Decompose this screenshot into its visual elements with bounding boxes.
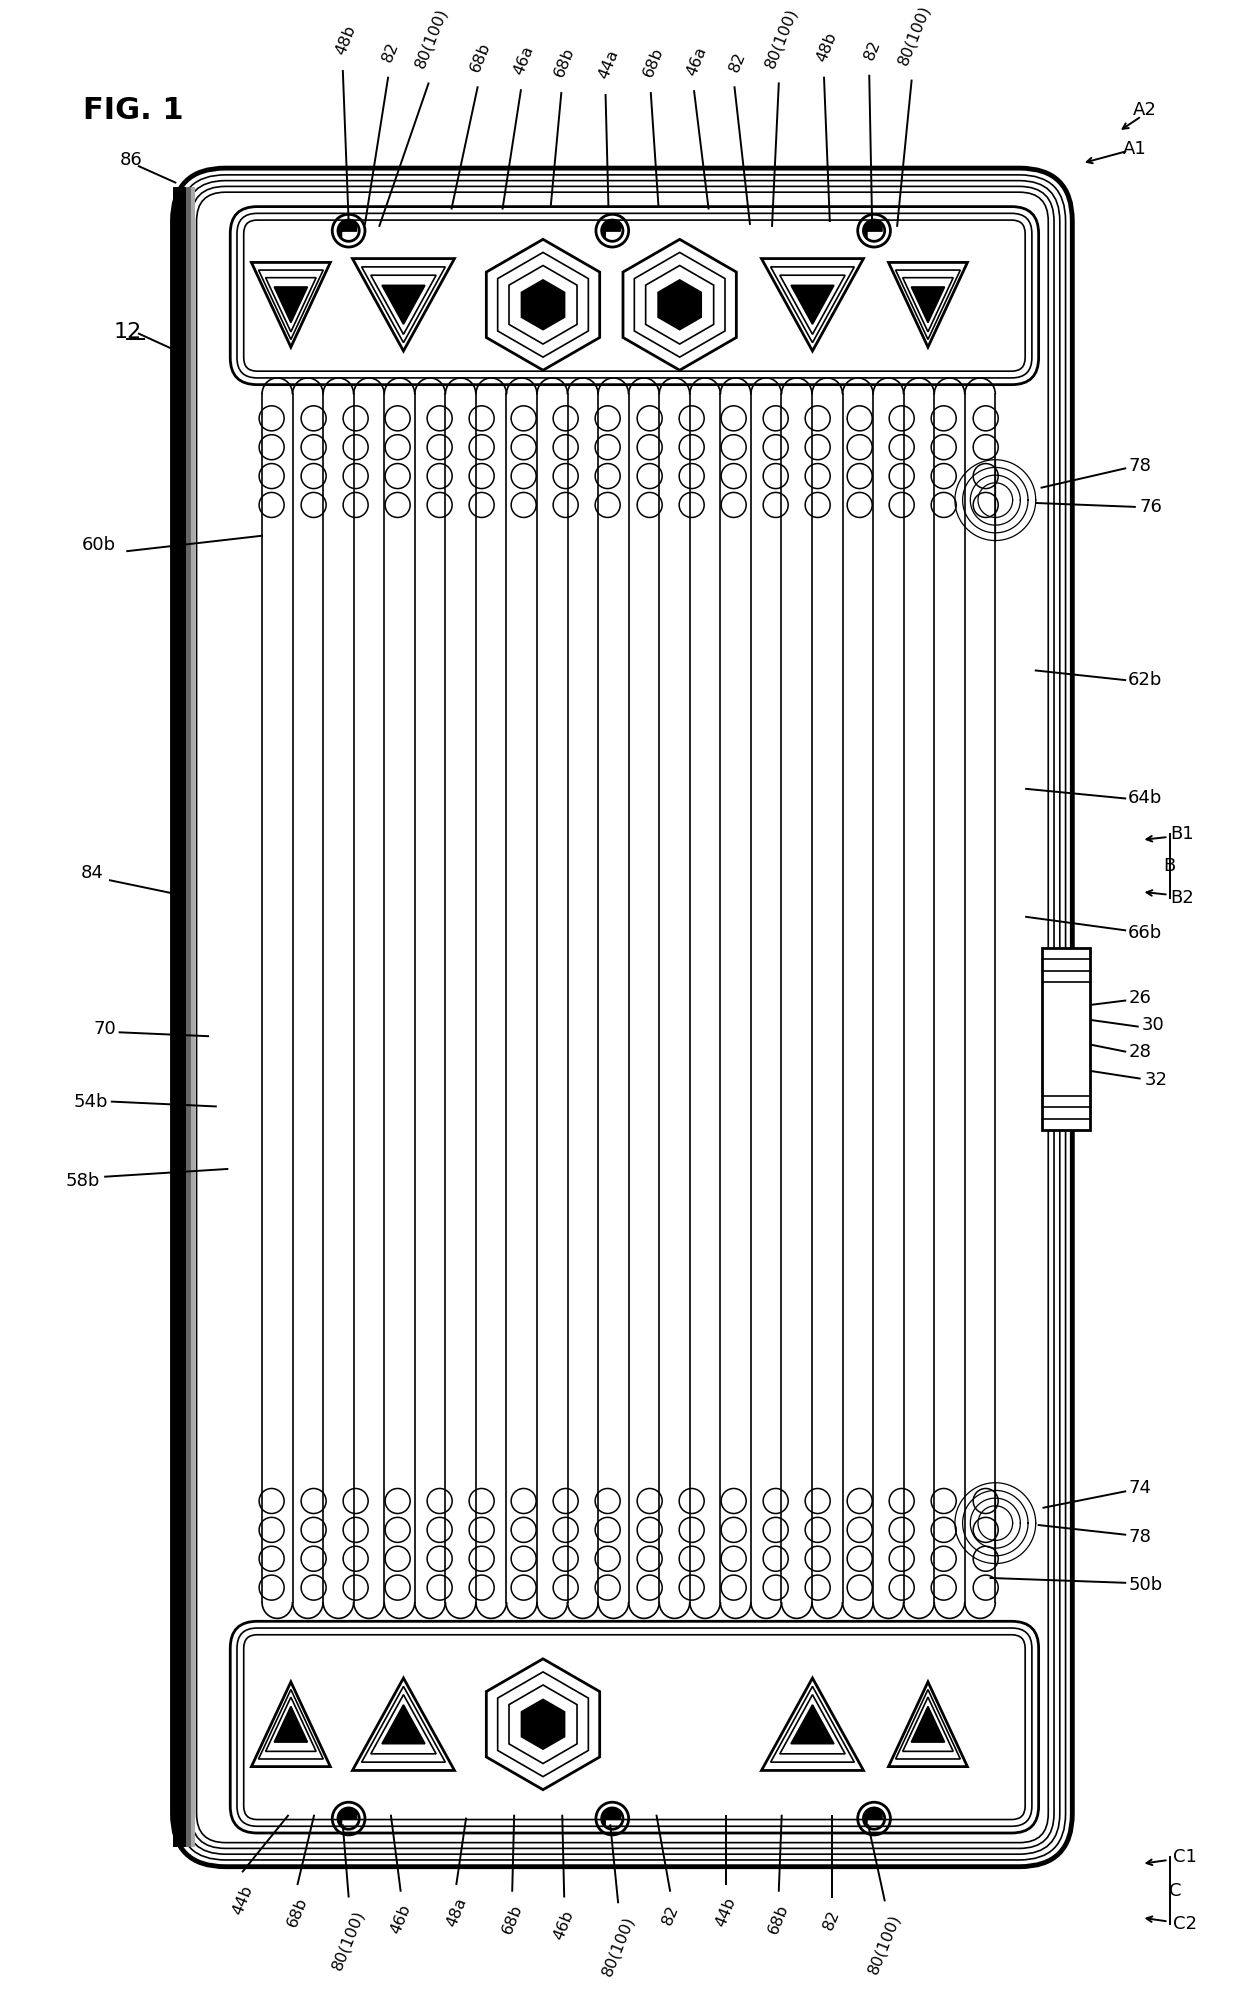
Text: 32: 32 xyxy=(1145,1072,1168,1090)
Polygon shape xyxy=(522,280,564,330)
Bar xyxy=(1042,947,1090,1130)
Text: 80(100): 80(100) xyxy=(895,2,934,68)
Text: 12: 12 xyxy=(113,322,141,342)
Bar xyxy=(191,187,195,1848)
Text: 70: 70 xyxy=(94,1020,117,1038)
Text: 80(100): 80(100) xyxy=(599,1913,637,1979)
Polygon shape xyxy=(791,1705,833,1744)
Text: 68b: 68b xyxy=(766,1901,791,1937)
Text: 86: 86 xyxy=(120,151,143,169)
Text: 82: 82 xyxy=(381,40,402,64)
Text: 44b: 44b xyxy=(231,1884,255,1917)
Polygon shape xyxy=(791,284,833,324)
Text: 50b: 50b xyxy=(1128,1575,1162,1593)
Text: 68b: 68b xyxy=(285,1896,310,1929)
Text: 48b: 48b xyxy=(815,30,839,64)
Text: C1: C1 xyxy=(1173,1848,1198,1866)
Text: 48a: 48a xyxy=(444,1896,469,1929)
Text: 68b: 68b xyxy=(641,46,666,80)
Polygon shape xyxy=(382,284,425,324)
Text: FIG. 1: FIG. 1 xyxy=(83,95,184,125)
Text: 64b: 64b xyxy=(1128,790,1163,808)
Text: 82: 82 xyxy=(821,1907,842,1933)
Text: 28: 28 xyxy=(1128,1042,1151,1060)
Text: 80(100): 80(100) xyxy=(330,1907,367,1973)
Polygon shape xyxy=(522,1699,564,1748)
Polygon shape xyxy=(382,1705,425,1744)
Text: 82: 82 xyxy=(660,1901,681,1927)
Text: 62b: 62b xyxy=(1128,670,1163,688)
Text: 54b: 54b xyxy=(73,1092,108,1110)
Text: 82: 82 xyxy=(862,38,883,62)
Bar xyxy=(172,187,186,1848)
Text: 48b: 48b xyxy=(334,24,358,58)
Text: 68b: 68b xyxy=(500,1901,525,1937)
Text: A1: A1 xyxy=(1123,139,1147,157)
Text: 68b: 68b xyxy=(552,46,577,80)
Polygon shape xyxy=(274,286,308,322)
Text: B: B xyxy=(1163,857,1176,875)
Polygon shape xyxy=(911,286,945,322)
FancyBboxPatch shape xyxy=(172,169,1073,1868)
Bar xyxy=(186,187,191,1848)
Text: 58b: 58b xyxy=(66,1172,100,1189)
Polygon shape xyxy=(911,1707,945,1742)
FancyBboxPatch shape xyxy=(231,207,1039,384)
Text: 80(100): 80(100) xyxy=(866,1911,904,1977)
Text: 46b: 46b xyxy=(388,1901,413,1935)
Text: 44a: 44a xyxy=(596,48,621,82)
Text: C2: C2 xyxy=(1173,1915,1198,1933)
Text: 82: 82 xyxy=(727,50,748,74)
Text: 78: 78 xyxy=(1128,1528,1151,1545)
Text: 44b: 44b xyxy=(713,1896,739,1929)
Text: 46a: 46a xyxy=(684,44,709,78)
Text: 74: 74 xyxy=(1128,1480,1151,1498)
Text: 78: 78 xyxy=(1128,457,1151,475)
Text: 60b: 60b xyxy=(82,537,115,555)
Text: 46b: 46b xyxy=(552,1907,577,1941)
Text: 26: 26 xyxy=(1128,989,1151,1006)
Text: 80(100): 80(100) xyxy=(763,6,801,70)
Text: B2: B2 xyxy=(1171,889,1194,907)
Text: 46a: 46a xyxy=(511,44,537,78)
Text: 76: 76 xyxy=(1140,497,1163,515)
Text: B1: B1 xyxy=(1171,825,1194,843)
Text: 66b: 66b xyxy=(1128,925,1162,943)
Text: 68b: 68b xyxy=(467,40,494,74)
Text: 30: 30 xyxy=(1142,1016,1164,1034)
Polygon shape xyxy=(274,1707,308,1742)
Polygon shape xyxy=(658,280,701,330)
Text: A2: A2 xyxy=(1132,101,1157,119)
FancyBboxPatch shape xyxy=(231,1621,1039,1834)
Text: 84: 84 xyxy=(81,863,104,881)
Text: 80(100): 80(100) xyxy=(413,6,450,70)
Text: C: C xyxy=(1168,1882,1180,1899)
